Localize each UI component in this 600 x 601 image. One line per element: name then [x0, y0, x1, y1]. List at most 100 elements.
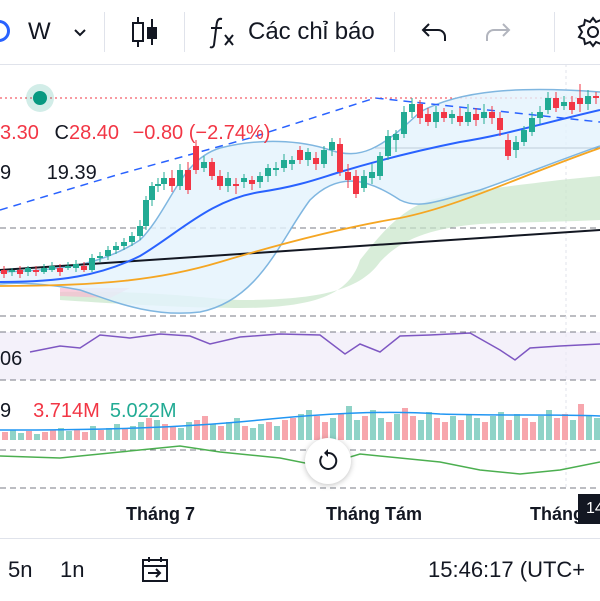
interval-dropdown-button[interactable]: [72, 0, 88, 64]
ma200-line: [0, 229, 600, 271]
close-prefix: C: [54, 122, 69, 144]
volume-bar: [74, 429, 80, 440]
volume-bar: [554, 418, 560, 440]
candle-body: [441, 112, 447, 118]
clock-display[interactable]: 15:46:17 (UTC+: [428, 539, 585, 601]
candle-body: [113, 246, 119, 250]
clock-text: 15:46:17 (UTC+: [428, 557, 586, 582]
reset-icon: [319, 449, 338, 470]
volume-bar: [106, 428, 112, 440]
candle-body: [257, 176, 263, 182]
gear-icon: [577, 16, 600, 48]
top-toolbar: W Các chỉ báo: [0, 0, 600, 65]
trendline-dashed: [0, 97, 600, 211]
x-axis-label: Tháng Tám: [326, 504, 423, 524]
undo-button[interactable]: [420, 0, 448, 64]
candle-body: [17, 270, 23, 274]
volume-bar: [2, 432, 8, 440]
volume-prefix: 9: [0, 400, 12, 422]
range-1n-button[interactable]: 1n: [60, 539, 84, 601]
volume-bar: [274, 426, 280, 440]
candle-body: [209, 162, 215, 176]
volume-bar: [506, 420, 512, 440]
reset-chart-button[interactable]: [305, 438, 351, 484]
ma-prefix: 9: [0, 162, 12, 184]
candle-body: [9, 270, 15, 272]
candle-body: [489, 112, 495, 118]
volume-bar: [594, 418, 600, 440]
volume-bar: [386, 422, 392, 440]
candle-body: [201, 162, 207, 168]
volume-bar: [530, 422, 536, 440]
symbol-logo[interactable]: [0, 20, 10, 42]
candle-body: [369, 172, 375, 178]
candle-body: [353, 176, 359, 194]
function-icon: [209, 17, 234, 49]
indicators-button[interactable]: Các chỉ báo: [208, 0, 375, 64]
date-range-button[interactable]: [140, 539, 170, 601]
undo-icon: [421, 23, 446, 41]
candle-body: [457, 116, 463, 122]
candle-body: [593, 96, 599, 98]
candle-body: [143, 200, 149, 226]
chart-type-button[interactable]: [130, 0, 160, 64]
candle-body: [361, 176, 367, 188]
candle-body: [569, 102, 575, 110]
chevron-down-icon: [74, 29, 86, 37]
volume-bar: [210, 424, 216, 440]
price-chart[interactable]: [0, 64, 600, 496]
settings-button[interactable]: [576, 0, 600, 64]
range-5n-button[interactable]: 5n: [8, 539, 32, 601]
candle-body: [393, 134, 399, 140]
volume-ma-line: [0, 411, 600, 431]
candle-body: [377, 156, 383, 176]
ichimoku-cloud: [60, 176, 600, 308]
candle-body: [137, 226, 143, 236]
volume-bar: [354, 420, 360, 440]
bollinger-band-fill: [0, 89, 600, 314]
candle-body: [177, 170, 183, 186]
bollinger-upper: [0, 88, 600, 273]
volume-bar: [522, 418, 528, 440]
volume-bar: [154, 420, 160, 440]
candle-body: [305, 152, 311, 160]
candle-body: [89, 258, 95, 270]
crosshair-time-badge: 14: [578, 494, 600, 524]
candle-body: [105, 250, 111, 256]
volume-bar: [330, 418, 336, 440]
candle-body: [233, 184, 239, 186]
candle-body: [321, 150, 327, 164]
toolbar-divider: [184, 12, 185, 52]
candle-body: [49, 266, 55, 270]
volume-bar: [562, 414, 568, 440]
redo-button[interactable]: [484, 0, 512, 64]
volume-ma-value: 5.022M: [109, 400, 177, 422]
x-axis-label: Tháng: [530, 504, 584, 524]
volume-bar: [34, 434, 40, 440]
volume-bar: [538, 416, 544, 440]
volume-bar: [394, 414, 400, 440]
volume-bar: [114, 424, 120, 440]
ma50-line: [0, 147, 600, 287]
rsi-legend: 06: [0, 348, 22, 371]
candle-body: [313, 158, 319, 164]
interval-button[interactable]: W: [28, 0, 51, 64]
candle-body: [337, 144, 343, 172]
volume-bar: [250, 428, 256, 440]
volume-bar: [586, 416, 592, 440]
candle-body: [155, 184, 161, 186]
candle-body: [289, 160, 295, 164]
candle-body: [401, 112, 407, 134]
candle-body: [385, 136, 391, 156]
candle-body: [241, 178, 247, 182]
volume-bar: [434, 418, 440, 440]
candle-body: [577, 98, 583, 104]
volume-bar: [442, 422, 448, 440]
volume-bar: [162, 424, 168, 440]
candle-body: [169, 178, 175, 186]
volume-bar: [458, 420, 464, 440]
bottom-bar: 5n 1n 15:46:17 (UTC+: [0, 538, 600, 601]
candle-body: [513, 142, 519, 150]
change-percent: (−2.74%): [188, 122, 271, 144]
volume-bar: [202, 416, 208, 440]
